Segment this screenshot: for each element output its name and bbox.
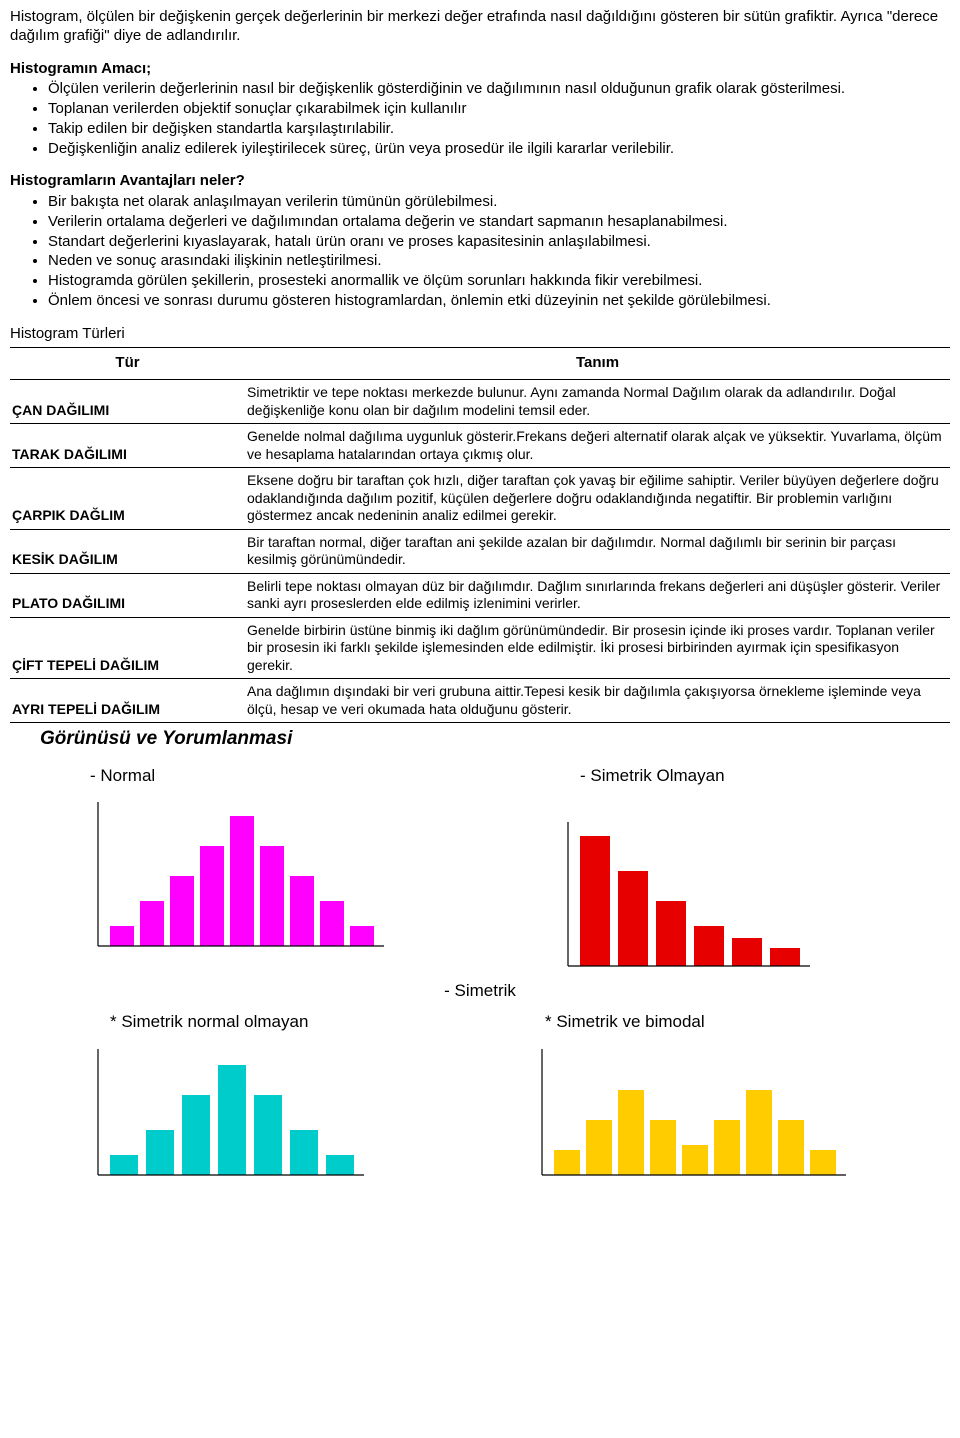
def-cell: Genelde nolmal dağılıma uygunluk gösteri… — [245, 424, 950, 468]
type-cell: KESİK DAĞILIM — [10, 529, 245, 573]
type-cell: PLATO DAĞILIMI — [10, 573, 245, 617]
asym-chart — [540, 816, 900, 976]
sim-chart-label: - Simetrik — [10, 980, 950, 1001]
def-cell: Belirli tepe noktası olmayan düz bir dağ… — [245, 573, 950, 617]
types-title: Histogram Türleri — [10, 325, 950, 344]
advantages-list: Bir bakışta net olarak anlaşılmayan veri… — [10, 193, 950, 311]
table-header-row: Tür Tanım — [10, 348, 950, 380]
sub-labels: * Simetrik normal olmayan * Simetrik ve … — [10, 1011, 950, 1032]
def-cell: Bir taraftan normal, diğer taraftan ani … — [245, 529, 950, 573]
types-table: Tür Tanım ÇAN DAĞILIMI Simetriktir ve te… — [10, 347, 950, 723]
def-cell: Ana dağlımın dışındaki bir veri grubuna … — [245, 679, 950, 723]
list-item: Neden ve sonuç arasındaki ilişkinin netl… — [48, 252, 950, 271]
table-row: ÇİFT TEPELİ DAĞILIM Genelde birbirin üst… — [10, 617, 950, 679]
list-item: Verilerin ortalama değerleri ve dağılımı… — [48, 213, 950, 232]
list-item: Değişkenliğin analiz edilerek iyileştiri… — [48, 140, 950, 159]
list-item: Toplanan verilerden objektif sonuçlar çı… — [48, 100, 950, 119]
list-item: Standart değerlerini kıyaslayarak, hatal… — [48, 233, 950, 252]
table-row: AYRI TEPELİ DAĞILIM Ana dağlımın dışında… — [10, 679, 950, 723]
sub-left-label: * Simetrik normal olmayan — [10, 1011, 515, 1032]
list-item: Bir bakışta net olarak anlaşılmayan veri… — [48, 193, 950, 212]
sub-right-label: * Simetrik ve bimodal — [515, 1011, 950, 1032]
advantages-title: Histogramların Avantajları neler? — [10, 172, 950, 191]
normal-chart — [90, 796, 410, 956]
table-row: TARAK DAĞILIMI Genelde nolmal dağılıma u… — [10, 424, 950, 468]
list-item: Takip edilen bir değişken standartla kar… — [48, 120, 950, 139]
asym-chart-label: - Simetrik Olmayan — [540, 765, 950, 786]
def-cell: Simetriktir ve tepe noktası merkezde bul… — [245, 380, 950, 424]
def-cell: Genelde birbirin üstüne binmiş iki dağlı… — [245, 617, 950, 679]
appearance-title: Görünüsü ve Yorumlanmasi — [40, 727, 950, 751]
type-cell: AYRI TEPELİ DAĞILIM — [10, 679, 245, 723]
bimodal-chart — [530, 1043, 870, 1183]
normal-chart-label: - Normal — [90, 765, 500, 786]
table-row: ÇARPIK DAĞLIM Eksene doğru bir taraftan … — [10, 468, 950, 530]
intro-paragraph: Histogram, ölçülen bir değişkenin gerçek… — [10, 8, 950, 46]
type-cell: ÇARPIK DAĞLIM — [10, 468, 245, 530]
chart-row-1: - Normal - Simetrik Olmayan — [10, 765, 950, 976]
col-type-header: Tür — [10, 348, 245, 380]
purpose-list: Ölçülen verilerin değerlerinin nasıl bir… — [10, 80, 950, 158]
list-item: Önlem öncesi ve sonrası durumu gösteren … — [48, 292, 950, 311]
type-cell: ÇİFT TEPELİ DAĞILIM — [10, 617, 245, 679]
type-cell: TARAK DAĞILIMI — [10, 424, 245, 468]
table-row: ÇAN DAĞILIMI Simetriktir ve tepe noktası… — [10, 380, 950, 424]
purpose-title: Histogramın Amacı; — [10, 60, 950, 79]
chart-row-2 — [10, 1043, 950, 1183]
col-def-header: Tanım — [245, 348, 950, 380]
list-item: Ölçülen verilerin değerlerinin nasıl bir… — [48, 80, 950, 99]
list-item: Histogramda görülen şekillerin, proseste… — [48, 272, 950, 291]
table-row: KESİK DAĞILIM Bir taraftan normal, diğer… — [10, 529, 950, 573]
def-cell: Eksene doğru bir taraftan çok hızlı, diğ… — [245, 468, 950, 530]
type-cell: ÇAN DAĞILIMI — [10, 380, 245, 424]
table-row: PLATO DAĞILIMI Belirli tepe noktası olma… — [10, 573, 950, 617]
sym-nonnormal-chart — [80, 1043, 400, 1183]
